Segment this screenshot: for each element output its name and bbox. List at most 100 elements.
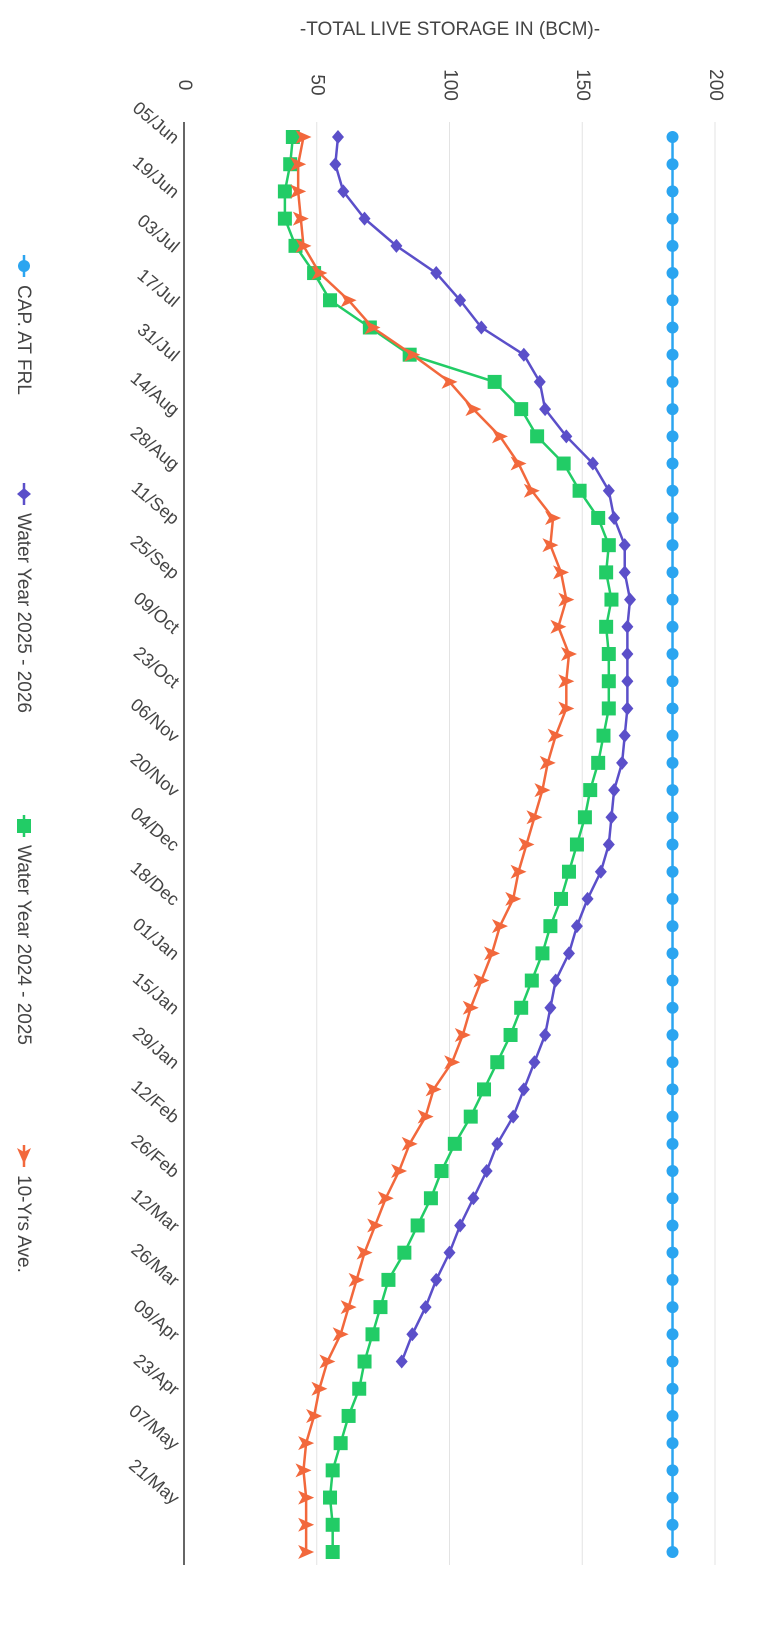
point: [477, 1082, 492, 1097]
point: [341, 1408, 356, 1423]
point: [340, 293, 357, 308]
point: [373, 1300, 388, 1315]
point: [544, 1000, 557, 1015]
point: [666, 511, 679, 524]
point: [602, 483, 615, 498]
point: [666, 1546, 679, 1558]
point: [591, 755, 606, 770]
x-tick-label: 12/Feb: [127, 1076, 183, 1127]
point: [425, 1082, 442, 1097]
point: [666, 239, 679, 252]
point: [618, 538, 631, 553]
point: [404, 347, 421, 362]
point: [666, 892, 679, 905]
point: [558, 701, 575, 716]
point: [666, 158, 679, 171]
point: [419, 1300, 432, 1315]
point: [608, 783, 621, 798]
point: [277, 184, 292, 199]
point: [666, 1491, 679, 1504]
point: [356, 1245, 373, 1260]
point: [491, 919, 508, 934]
point: [406, 1327, 419, 1342]
point: [560, 647, 577, 662]
point: [491, 1136, 504, 1151]
x-tick-label: 06/Nov: [127, 694, 184, 746]
point: [666, 648, 679, 661]
point: [524, 973, 539, 988]
point: [666, 185, 679, 198]
point: [666, 1137, 679, 1150]
point: [621, 619, 634, 634]
point: [417, 1109, 434, 1124]
x-tick-label: 23/Apr: [130, 1350, 183, 1399]
point: [295, 238, 312, 253]
x-tick-label: 25/Sep: [127, 531, 184, 583]
point: [18, 260, 30, 272]
point: [666, 811, 679, 824]
point: [483, 946, 500, 961]
point: [666, 212, 679, 225]
point: [510, 456, 527, 471]
point: [357, 1354, 372, 1369]
point: [475, 320, 488, 335]
point: [539, 755, 556, 770]
x-tick-label: 28/Aug: [127, 422, 184, 474]
point: [533, 374, 546, 389]
point: [325, 1517, 340, 1532]
y-tick-label: 200: [705, 69, 726, 101]
point: [348, 1272, 365, 1287]
point: [547, 728, 564, 743]
point: [666, 566, 679, 579]
point: [397, 1245, 412, 1260]
point: [545, 510, 562, 525]
point: [666, 321, 679, 334]
y-tick-label: 50: [307, 74, 328, 95]
legend-label: Water Year 2025 - 2026: [13, 513, 34, 713]
point: [17, 488, 31, 500]
point: [277, 211, 292, 226]
point: [583, 783, 598, 798]
point: [352, 1381, 367, 1396]
point: [599, 619, 614, 634]
point: [514, 402, 529, 417]
point: [490, 1055, 505, 1070]
point: [462, 1000, 479, 1015]
point: [602, 837, 615, 852]
point: [454, 293, 467, 308]
point: [666, 1518, 679, 1531]
point: [666, 484, 679, 497]
point: [666, 1165, 679, 1178]
point: [621, 647, 634, 662]
x-tick-label: 03/Jul: [134, 210, 184, 256]
point: [332, 1327, 349, 1342]
point: [556, 456, 571, 471]
point: [528, 1055, 541, 1070]
x-tick-label: 09/Oct: [130, 588, 183, 637]
y-tick-label: 100: [439, 69, 460, 101]
point: [666, 1083, 679, 1096]
point: [616, 755, 629, 770]
point: [365, 1327, 380, 1342]
x-tick-label: 12/Mar: [127, 1185, 183, 1236]
x-tick-label: 11/Sep: [128, 478, 184, 529]
point: [666, 1219, 679, 1232]
point: [553, 565, 570, 580]
point: [290, 157, 307, 172]
x-tick-label: 01/Jan: [129, 914, 183, 964]
point: [666, 1301, 679, 1314]
point: [666, 974, 679, 987]
chart-title: -TOTAL LIVE STORAGE IN (BCM)-: [300, 19, 600, 40]
point: [601, 538, 616, 553]
point: [430, 266, 443, 281]
point: [666, 756, 679, 769]
series-line: [334, 136, 632, 1362]
point: [666, 1409, 679, 1422]
point: [666, 1382, 679, 1395]
point: [325, 1545, 340, 1559]
point: [514, 1000, 529, 1015]
point: [434, 1164, 449, 1179]
point: [618, 728, 631, 743]
point: [325, 1463, 340, 1478]
